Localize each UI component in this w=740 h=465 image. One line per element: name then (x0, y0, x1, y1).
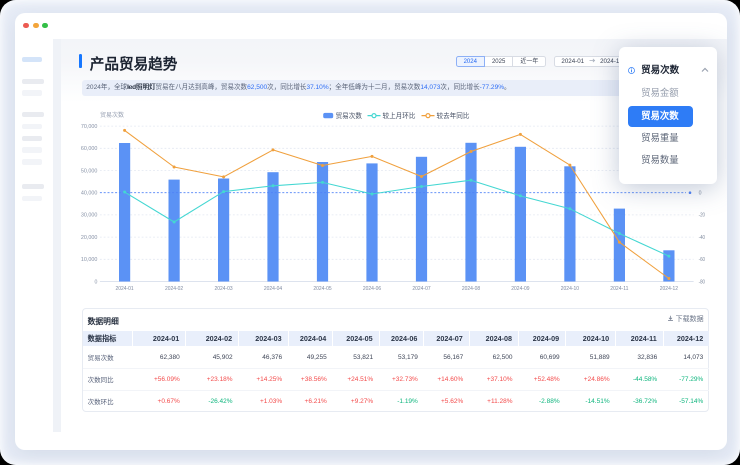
svg-text:2024-08: 2024-08 (462, 286, 480, 292)
svg-text:较去年同比: 较去年同比 (436, 111, 469, 120)
svg-text:2024-06: 2024-06 (363, 286, 381, 292)
svg-text:2024-11: 2024-11 (610, 286, 628, 292)
svg-text:-60: -60 (699, 257, 705, 263)
svg-text:10,000: 10,000 (81, 257, 98, 263)
svg-text:贸易次数: 贸易次数 (336, 111, 363, 120)
svg-text:2024-05: 2024-05 (313, 286, 331, 292)
svg-text:2024-04: 2024-04 (264, 286, 282, 292)
svg-text:-80: -80 (699, 279, 705, 285)
svg-text:60,000: 60,000 (81, 146, 98, 152)
svg-text:2024-01: 2024-01 (115, 286, 133, 292)
svg-text:2024-10: 2024-10 (561, 286, 579, 292)
svg-text:50,000: 50,000 (81, 168, 98, 174)
svg-text:2024-09: 2024-09 (511, 286, 529, 292)
svg-text:2024-07: 2024-07 (412, 286, 430, 292)
svg-text:-20: -20 (699, 213, 705, 219)
svg-text:2024-02: 2024-02 (165, 286, 183, 292)
svg-text:2024-12: 2024-12 (660, 286, 678, 292)
svg-text:0: 0 (94, 279, 97, 285)
svg-text:40,000: 40,000 (81, 190, 98, 196)
svg-text:20,000: 20,000 (81, 235, 98, 241)
svg-text:0: 0 (699, 190, 702, 196)
svg-text:较上月环比: 较上月环比 (382, 111, 415, 120)
svg-text:贸易次数: 贸易次数 (100, 111, 124, 119)
svg-text:70,000: 70,000 (81, 124, 98, 130)
svg-text:-40: -40 (699, 235, 705, 241)
svg-text:2024-03: 2024-03 (214, 286, 232, 292)
svg-text:30,000: 30,000 (81, 213, 98, 219)
